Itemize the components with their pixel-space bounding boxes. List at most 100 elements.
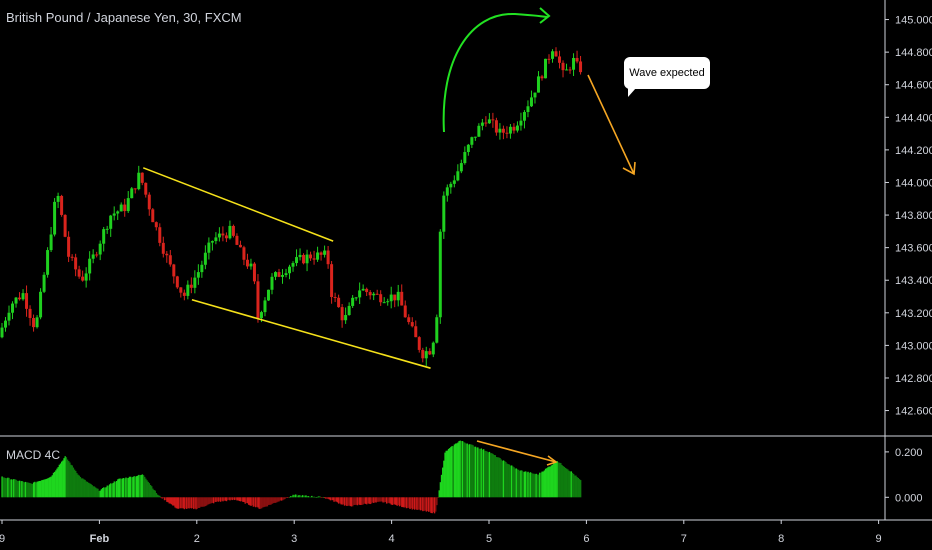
macd-bar <box>237 497 239 501</box>
macd-bar <box>133 476 135 498</box>
macd-bar <box>494 455 497 498</box>
candle-body <box>501 128 505 133</box>
macd-bar <box>492 453 494 498</box>
macd-bar <box>520 470 522 498</box>
macd-bar <box>114 481 117 498</box>
macd-bar <box>202 497 204 507</box>
macd-bar <box>218 497 221 502</box>
candle-body <box>540 76 544 79</box>
macd-bar <box>189 497 191 509</box>
time-tick-label: 9 <box>0 533 5 545</box>
macd-bar <box>452 446 454 498</box>
macd-bar <box>65 457 68 498</box>
candle-body <box>361 288 365 291</box>
macd-bar <box>125 477 127 498</box>
candle-body <box>266 289 270 301</box>
macd-bar <box>43 479 45 498</box>
macd-bar <box>256 497 258 507</box>
macd-bar <box>357 497 360 505</box>
macd-bar <box>6 478 8 498</box>
macd-bar <box>73 469 76 498</box>
candle-body <box>116 211 120 214</box>
macd-bar <box>574 475 576 498</box>
macd-bar <box>170 497 173 505</box>
macd-bar <box>489 453 492 498</box>
macd-bar <box>575 475 577 498</box>
macd-bar <box>403 497 405 508</box>
macd-bar <box>119 478 121 498</box>
macd-bar <box>238 497 241 501</box>
candle-body <box>98 243 102 255</box>
macd-bar <box>298 495 300 498</box>
macd-bar <box>546 468 548 498</box>
macd-bar <box>163 497 166 501</box>
macd-bar <box>446 450 449 498</box>
macd-bar <box>578 479 581 498</box>
candle-body <box>165 253 169 256</box>
x-axis: 9Feb234567891011 <box>0 520 882 545</box>
macd-bar <box>250 497 252 506</box>
annotation-bubble[interactable]: Wave expected <box>624 57 710 97</box>
macd-bar <box>425 497 428 512</box>
candle-body <box>25 293 29 309</box>
candle-body <box>60 195 64 215</box>
macd-bar <box>159 495 161 498</box>
candle-body <box>309 254 313 259</box>
macd-bar <box>127 477 130 498</box>
macd-bar <box>402 497 404 508</box>
macd-bar <box>78 475 80 498</box>
macd-bar <box>148 483 151 498</box>
candle-body <box>256 281 260 319</box>
macd-bar <box>431 497 433 514</box>
candle-body <box>39 291 43 318</box>
macd-bar <box>101 488 104 498</box>
macd-bar <box>274 497 277 503</box>
candle-body <box>519 120 523 126</box>
macd-bar <box>87 482 90 498</box>
time-tick-label: 7 <box>681 533 687 545</box>
candle-body <box>358 290 362 298</box>
macd-bar <box>122 478 125 498</box>
price-tick-label: 143.800 <box>895 210 932 222</box>
macd-bar <box>301 495 304 498</box>
macd-bar <box>422 497 424 512</box>
macd-bar <box>553 462 555 498</box>
macd-bar <box>269 497 271 505</box>
macd-bar <box>529 472 532 498</box>
candle-body <box>288 266 292 274</box>
macd-bar <box>391 497 394 505</box>
candle-body <box>140 172 144 183</box>
macd-bar <box>154 490 156 498</box>
macd-bar <box>390 497 393 505</box>
macd-bar <box>86 481 89 498</box>
macd-bar <box>96 488 98 498</box>
macd-bar <box>433 497 436 514</box>
macd-bar <box>158 495 160 498</box>
macd-bar <box>105 487 107 498</box>
macd-bar <box>89 483 91 498</box>
macd-bar <box>327 497 329 499</box>
macd-bar <box>258 497 260 509</box>
macd-bar <box>557 462 560 498</box>
macd-bar <box>167 497 169 503</box>
macd-bar <box>428 497 430 512</box>
macd-bar <box>413 497 416 510</box>
macd-bar <box>410 497 412 509</box>
macd-bar <box>233 497 236 501</box>
macd-bar <box>9 479 11 498</box>
macd-bar <box>262 497 264 508</box>
macd-bar <box>507 464 509 498</box>
macd-bar <box>440 474 443 498</box>
macd-bar <box>183 497 186 510</box>
macd-bar <box>138 474 140 498</box>
macd-bar <box>401 497 403 508</box>
candle-body <box>312 258 316 260</box>
candle-body <box>123 204 127 212</box>
candle-body <box>252 263 256 282</box>
macd-bar <box>449 448 451 498</box>
upper-trendline <box>142 167 334 242</box>
candle-body <box>53 201 57 235</box>
macd-bar <box>299 495 301 498</box>
macd-bar <box>438 490 440 498</box>
